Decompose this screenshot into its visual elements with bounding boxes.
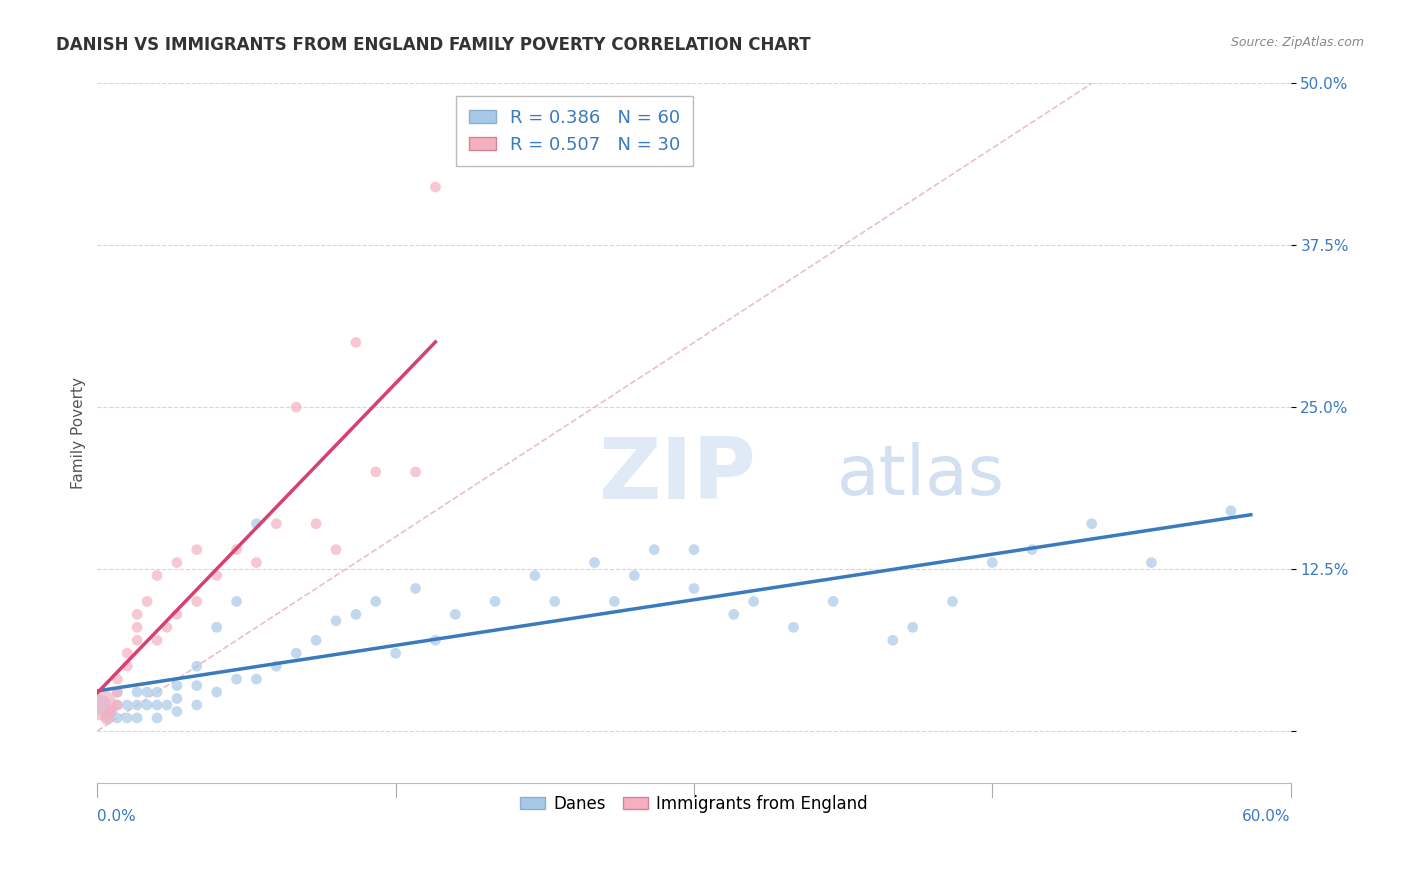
Point [146, 685, 169, 699]
Point [136, 685, 159, 699]
Point [166, 679, 188, 693]
Point [305, 633, 328, 648]
Point [105, 698, 128, 712]
Point [96, 711, 118, 725]
Point [544, 594, 567, 608]
Point [90, 698, 112, 712]
Point [643, 542, 665, 557]
Point [285, 646, 308, 660]
Point [127, 685, 149, 699]
Point [186, 698, 208, 712]
Point [1021, 542, 1043, 557]
Point [1219, 504, 1241, 518]
Point [146, 711, 169, 725]
Point [523, 568, 546, 582]
Point [444, 607, 467, 622]
Point [136, 594, 159, 608]
Point [105, 711, 128, 725]
Point [115, 646, 138, 660]
Point [325, 542, 347, 557]
Point [205, 568, 228, 582]
Point [325, 614, 347, 628]
Point [782, 620, 804, 634]
Point [266, 659, 288, 673]
Text: Source: ZipAtlas.com: Source: ZipAtlas.com [1230, 36, 1364, 49]
Point [100, 705, 122, 719]
Point [225, 672, 247, 686]
Point [1140, 556, 1163, 570]
Point [127, 711, 149, 725]
Point [603, 594, 626, 608]
Point [205, 620, 228, 634]
Point [1080, 516, 1102, 531]
Point [146, 568, 169, 582]
Point [305, 516, 328, 531]
Point [882, 633, 904, 648]
Point [115, 698, 138, 712]
Point [823, 594, 845, 608]
Point [166, 556, 188, 570]
Point [136, 698, 159, 712]
Point [127, 698, 149, 712]
Point [166, 607, 188, 622]
Point [105, 672, 128, 686]
Point [384, 646, 406, 660]
Point [166, 691, 188, 706]
Text: 0.0%: 0.0% [97, 809, 136, 824]
Point [285, 400, 308, 414]
Point [583, 556, 606, 570]
Text: 60.0%: 60.0% [1241, 809, 1291, 824]
Point [115, 711, 138, 725]
Point [245, 556, 267, 570]
Point [225, 542, 247, 557]
Legend: Danes, Immigrants from England: Danes, Immigrants from England [513, 789, 875, 820]
Point [405, 465, 427, 479]
Point [225, 594, 247, 608]
Point [683, 542, 706, 557]
Point [344, 607, 367, 622]
Point [166, 705, 188, 719]
Text: ZIP: ZIP [599, 434, 756, 516]
Point [623, 568, 645, 582]
Point [115, 659, 138, 673]
Point [425, 633, 447, 648]
Point [245, 516, 267, 531]
Point [266, 516, 288, 531]
Point [981, 556, 1004, 570]
Point [723, 607, 745, 622]
Point [364, 465, 387, 479]
Point [344, 335, 367, 350]
Point [742, 594, 765, 608]
Point [127, 620, 149, 634]
Point [90, 698, 112, 712]
Point [127, 607, 149, 622]
Point [941, 594, 963, 608]
Point [146, 633, 169, 648]
Point [901, 620, 924, 634]
Point [425, 180, 447, 194]
Point [245, 672, 267, 686]
Point [186, 659, 208, 673]
Point [205, 685, 228, 699]
Point [156, 698, 179, 712]
Point [105, 685, 128, 699]
Point [105, 698, 128, 712]
Point [683, 582, 706, 596]
Point [96, 711, 118, 725]
Text: DANISH VS IMMIGRANTS FROM ENGLAND FAMILY POVERTY CORRELATION CHART: DANISH VS IMMIGRANTS FROM ENGLAND FAMILY… [56, 36, 811, 54]
Point [146, 698, 169, 712]
Text: atlas: atlas [837, 442, 1005, 508]
Point [127, 633, 149, 648]
Y-axis label: Family Poverty: Family Poverty [72, 377, 86, 489]
Point [364, 594, 387, 608]
Point [105, 685, 128, 699]
Point [100, 705, 122, 719]
Point [156, 620, 179, 634]
Point [484, 594, 506, 608]
Point [186, 679, 208, 693]
Point [186, 542, 208, 557]
Point [405, 582, 427, 596]
Point [186, 594, 208, 608]
